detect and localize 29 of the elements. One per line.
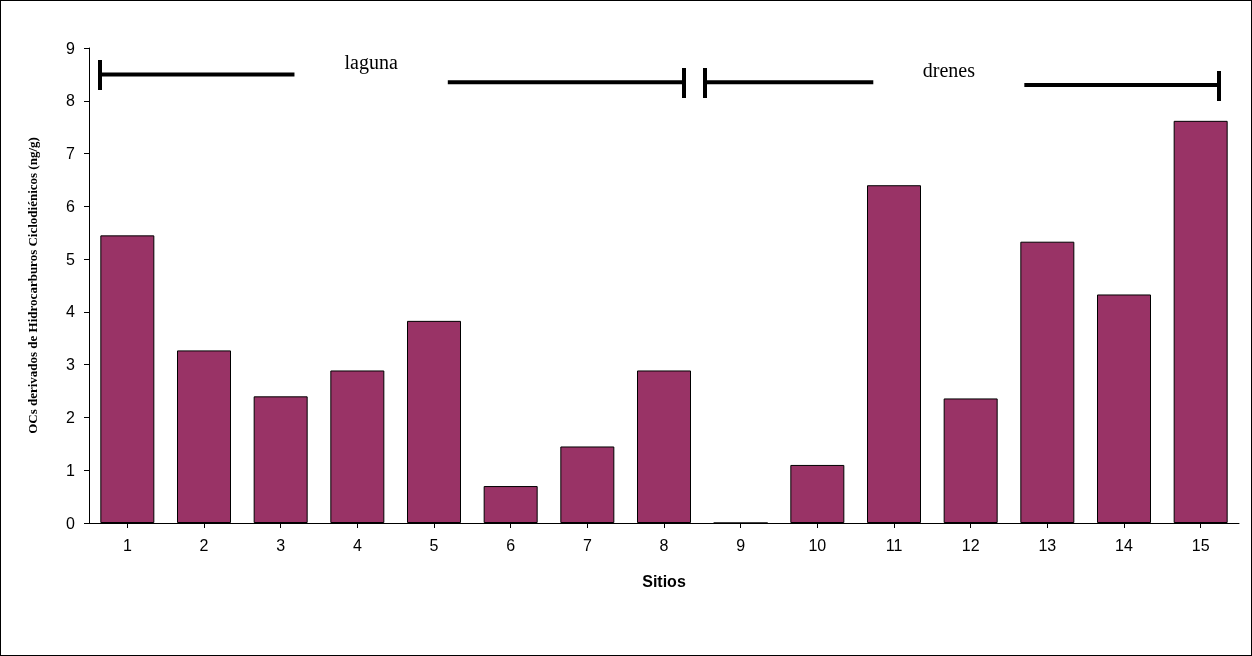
x-tick-label: 10 <box>808 536 827 554</box>
x-tick-label: 11 <box>885 536 903 554</box>
x-tick-label: 4 <box>352 536 362 554</box>
y-axis-title: OCs derivados de Hidrocarburos Ciclodiénicos (ng/g) <box>25 137 40 434</box>
annotation: laguna <box>344 51 398 75</box>
x-tick-label: 6 <box>506 536 516 554</box>
x-tick-label: 13 <box>1038 536 1057 554</box>
y-tick-label: 6 <box>66 197 76 215</box>
y-tick-label: 3 <box>66 356 76 374</box>
x-tick-label: 3 <box>276 536 286 554</box>
x-tick-label: 5 <box>429 536 439 554</box>
x-tick-label: 2 <box>199 536 209 554</box>
x-tick-label: 1 <box>122 536 132 554</box>
x-tick-label: 8 <box>659 536 669 554</box>
x-tick-label: 7 <box>582 536 592 554</box>
y-tick-label: 8 <box>66 92 76 110</box>
y-tick-label: 1 <box>66 461 76 479</box>
y-tick-label: 9 <box>66 39 76 57</box>
y-tick-label: 7 <box>66 145 76 163</box>
y-tick-label: 5 <box>66 250 76 268</box>
y-tick-label: 0 <box>66 514 76 532</box>
y-tick-label: 4 <box>66 303 76 321</box>
x-tick-label: 9 <box>736 536 746 554</box>
x-tick-label: 12 <box>961 536 980 554</box>
x-tick-label: 15 <box>1191 536 1210 554</box>
y-tick-label: 2 <box>66 408 76 426</box>
x-axis-title: Sitios <box>642 572 686 590</box>
x-tick-label: 14 <box>1115 536 1133 554</box>
annotation: drenes <box>922 59 976 82</box>
